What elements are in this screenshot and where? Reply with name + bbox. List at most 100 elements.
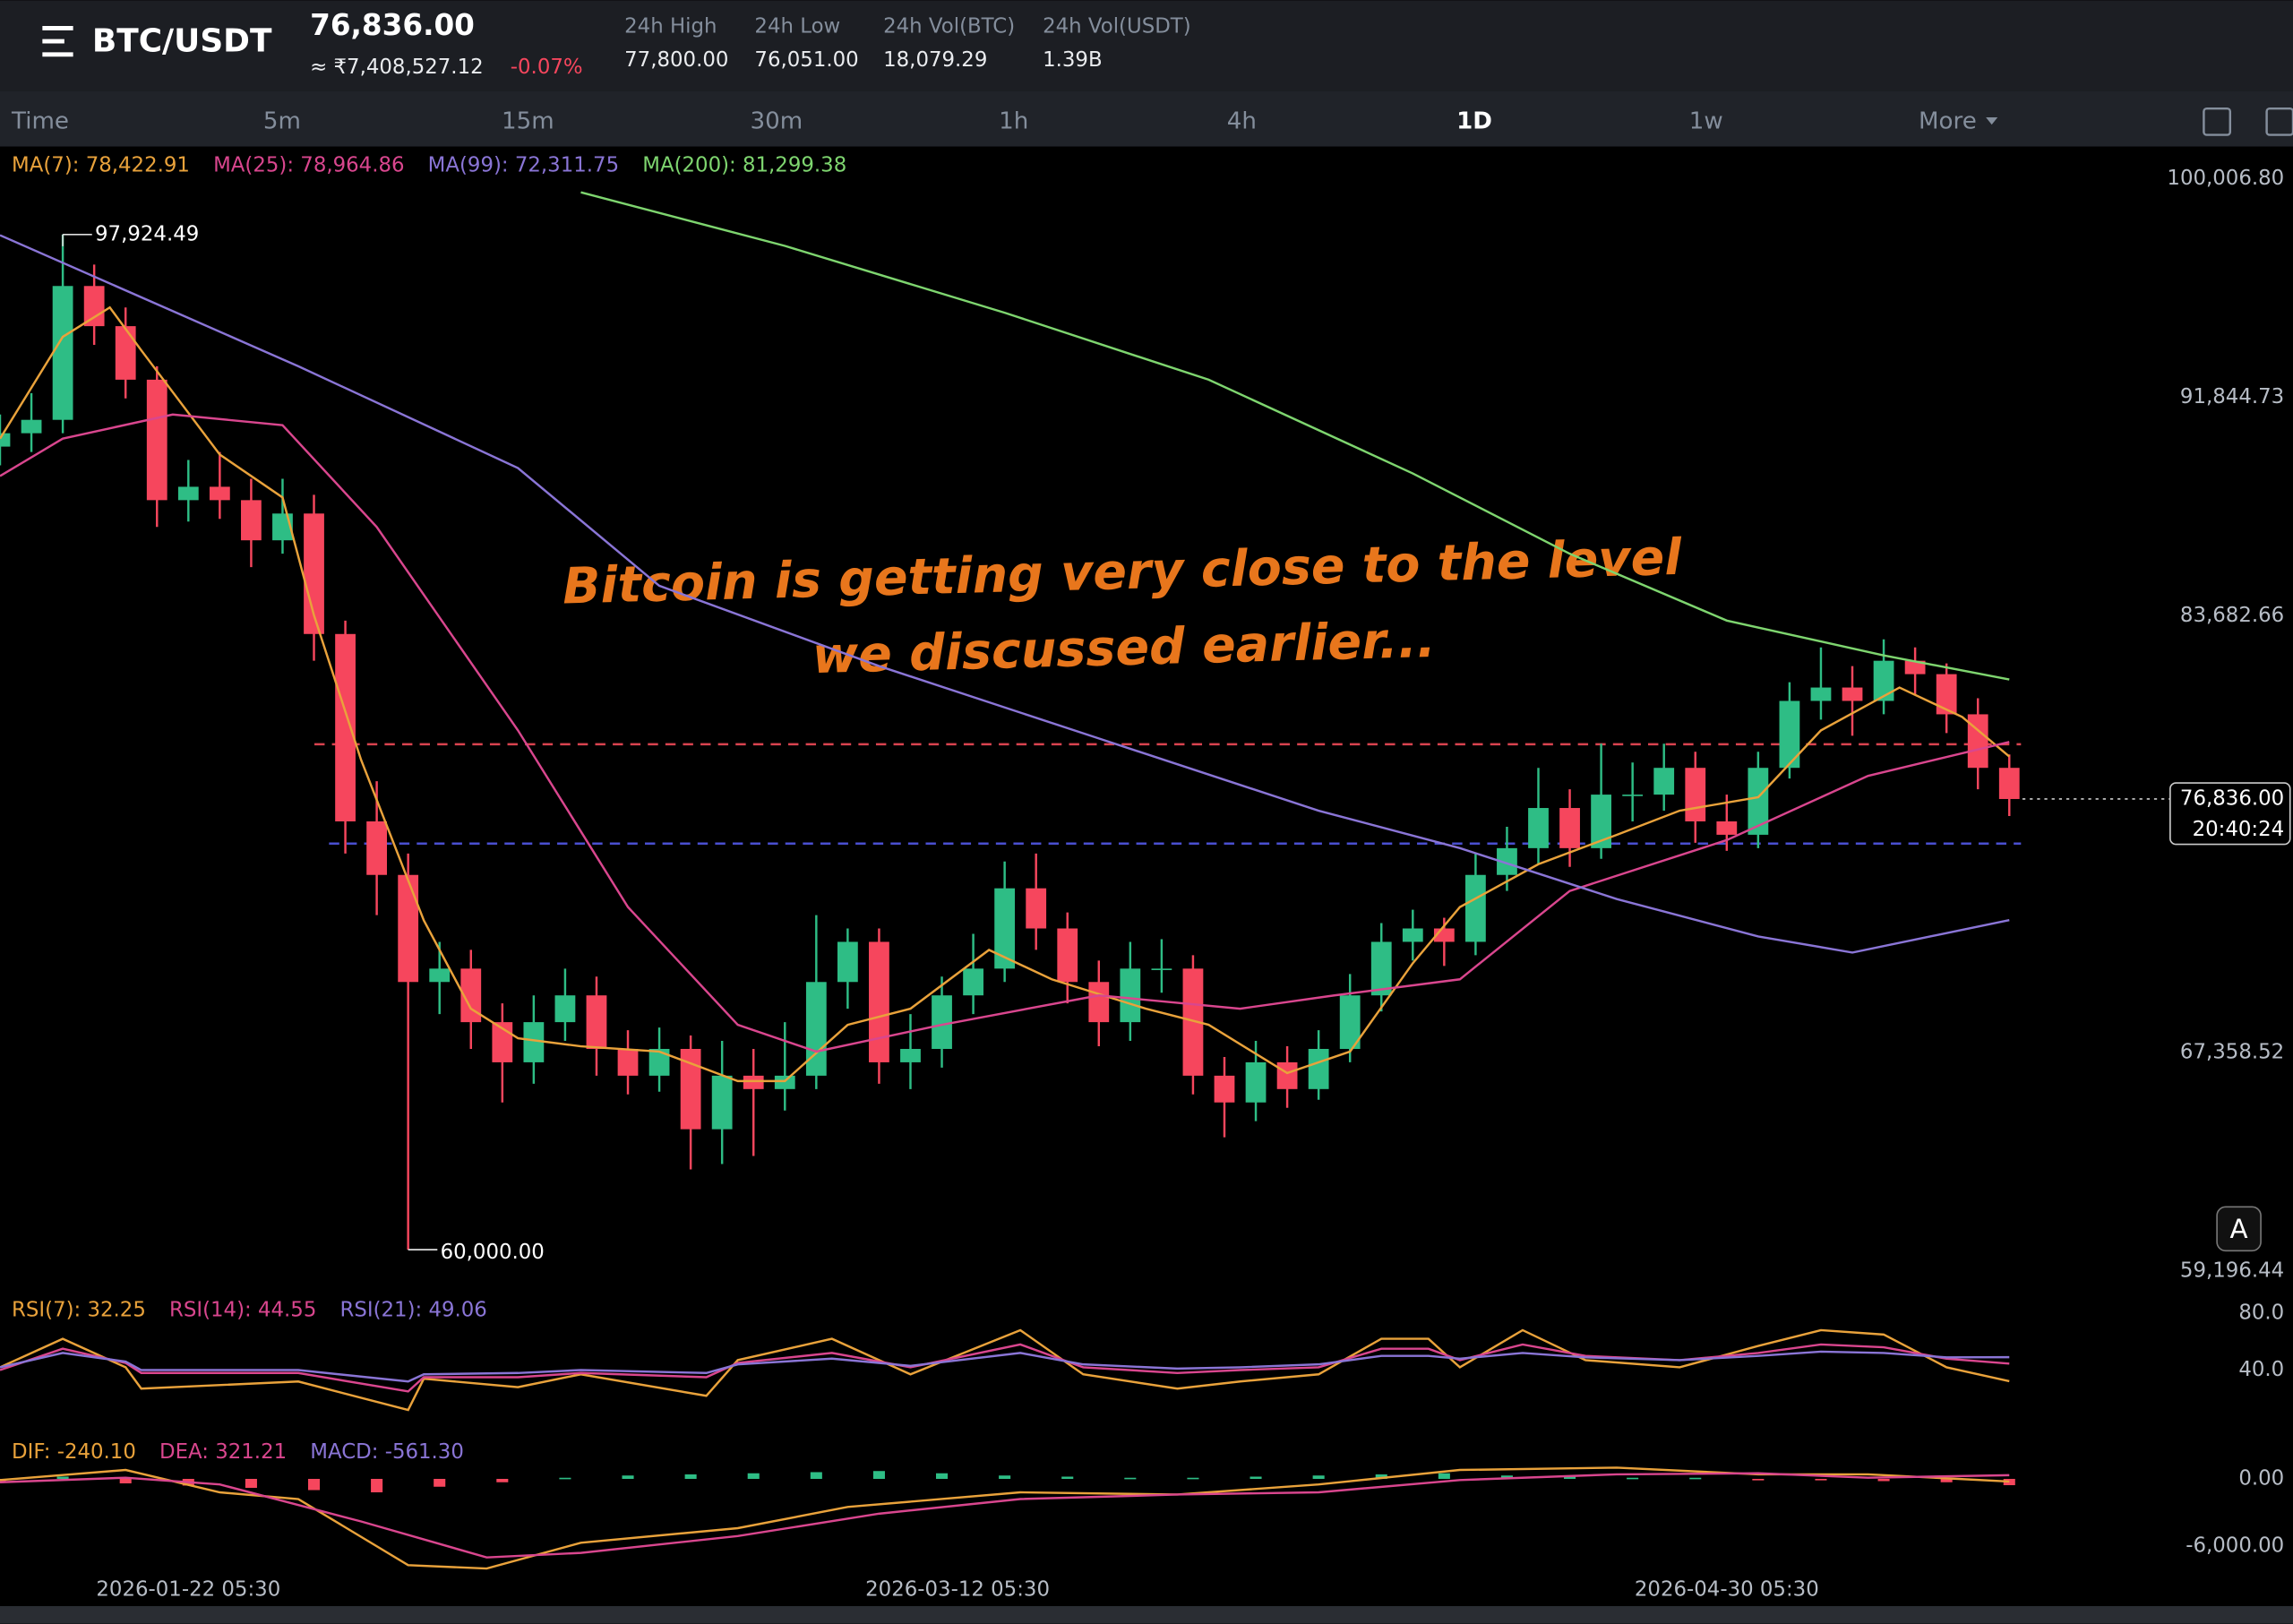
candle-body [680, 1048, 701, 1130]
last-price-label: 76,836.00 [2180, 786, 2284, 810]
timeframe[interactable]: 30m [751, 107, 803, 134]
timeframe[interactable]: 15m [502, 107, 554, 134]
ma-line [0, 305, 2011, 1083]
candle-body [1685, 768, 1706, 821]
x-tick-label: 2026-01-22 05:30 [96, 1578, 280, 1602]
candle-body [1088, 982, 1110, 1023]
macd-bar [1124, 1477, 1137, 1480]
rsi-line [0, 1350, 2010, 1383]
macd-bar [936, 1473, 949, 1479]
candle-body [146, 379, 167, 501]
candle-body [1402, 928, 1423, 942]
stat-value: 18,079.29 [883, 48, 987, 72]
candle-body [648, 1048, 670, 1076]
candle-body [963, 968, 983, 996]
legend-entry: RSI(21): 49.06 [339, 1299, 486, 1322]
candle-body [1779, 700, 1800, 769]
candle-body [1842, 687, 1863, 701]
timeframe[interactable]: 4h [1227, 107, 1257, 134]
candle-body [1245, 1061, 1267, 1103]
candle-body [1622, 795, 1644, 796]
candle-body [1182, 968, 1204, 1076]
macd-bar [1061, 1476, 1074, 1479]
macd-bar [999, 1475, 1011, 1479]
macd-bar [1877, 1478, 1890, 1482]
macd-bar [1627, 1477, 1639, 1480]
stat-value: 1.39B [1043, 48, 1103, 72]
more-arrow [1986, 116, 1998, 125]
timeframe[interactable]: More [1919, 107, 1977, 134]
icon-box[interactable] [2203, 107, 2232, 136]
auto-button-label[interactable]: A [2230, 1214, 2248, 1244]
timeframe[interactable]: 1h [999, 107, 1028, 134]
legend-entry: RSI(7): 32.25 [12, 1299, 146, 1322]
candle-body [900, 1048, 921, 1062]
candle-body [1967, 714, 1988, 769]
candle-body [83, 286, 105, 327]
macd-bar [119, 1478, 132, 1483]
timeframe[interactable]: 1D [1456, 107, 1492, 134]
header-bg [0, 0, 2293, 91]
price: 76,836.00 [310, 8, 475, 42]
macd-bar [559, 1477, 571, 1480]
candle-body [1559, 808, 1580, 848]
candle-body [1465, 874, 1486, 942]
macd-bar [872, 1471, 885, 1479]
macd-bar [810, 1472, 822, 1479]
ma-line [0, 413, 2010, 1053]
candle-body [554, 995, 576, 1023]
y-tick-label: 91,844.73 [2180, 385, 2284, 408]
macd-bar [1752, 1478, 1765, 1481]
candle-body [1026, 888, 1047, 929]
legend-entry: MA(25): 78,964.86 [213, 153, 404, 176]
y-tick-label: 59,196.44 [2180, 1259, 2284, 1283]
change: -0.07% [511, 56, 583, 79]
legend-entry: MA(200): 81,299.38 [642, 153, 846, 176]
legend-entry: MACD: -561.30 [310, 1440, 464, 1464]
high-label: 97,924.49 [95, 222, 199, 245]
auto-button[interactable] [2216, 1206, 2262, 1252]
macd-bar [684, 1474, 697, 1479]
candle-body [21, 419, 42, 434]
macd-line [0, 1472, 2010, 1559]
candle-body [460, 968, 482, 1023]
stat-value: 77,800.00 [624, 48, 728, 72]
legend-entry: MA(99): 72,311.75 [428, 153, 619, 176]
candle-body [1370, 941, 1392, 996]
candle-body [1936, 674, 1957, 715]
timeframe[interactable]: 5m [263, 107, 301, 134]
pair[interactable]: BTC/USDT [92, 23, 272, 60]
ma-line [580, 191, 2010, 681]
bottom-bar [0, 1606, 2293, 1624]
candle-body [398, 874, 419, 983]
timeframe[interactable]: Time [11, 107, 69, 134]
last-price-box [2169, 782, 2291, 846]
candle-body [869, 941, 889, 1062]
candle-body [429, 968, 451, 983]
icon-box[interactable] [2265, 107, 2293, 136]
y-tick-label: 100,006.80 [2167, 167, 2284, 190]
macd-bar [1940, 1478, 1953, 1482]
toolbar-bg [0, 90, 2293, 147]
candle-body [1591, 795, 1611, 848]
menu-icon[interactable] [42, 25, 73, 57]
candle-body [304, 513, 324, 634]
candle-body [805, 982, 827, 1076]
candle-body [711, 1075, 733, 1130]
candle-body [241, 500, 262, 541]
candle-body [1998, 768, 2020, 799]
candle-body [0, 433, 11, 447]
candle-body [366, 821, 388, 875]
approx-price: ≈ ₹7,408,527.12 [310, 56, 484, 79]
timeframe[interactable]: 1w [1689, 107, 1723, 134]
legend-entry: MA(7): 78,422.91 [12, 153, 190, 176]
macd-bar [1187, 1477, 1199, 1480]
macd-bar [2003, 1478, 2015, 1486]
low-label: 60,000.00 [441, 1241, 545, 1264]
toolbar-icons [2203, 107, 2293, 136]
candle-body [1339, 995, 1361, 1049]
candle-body [1151, 968, 1172, 970]
rsi-line [0, 1328, 2010, 1412]
